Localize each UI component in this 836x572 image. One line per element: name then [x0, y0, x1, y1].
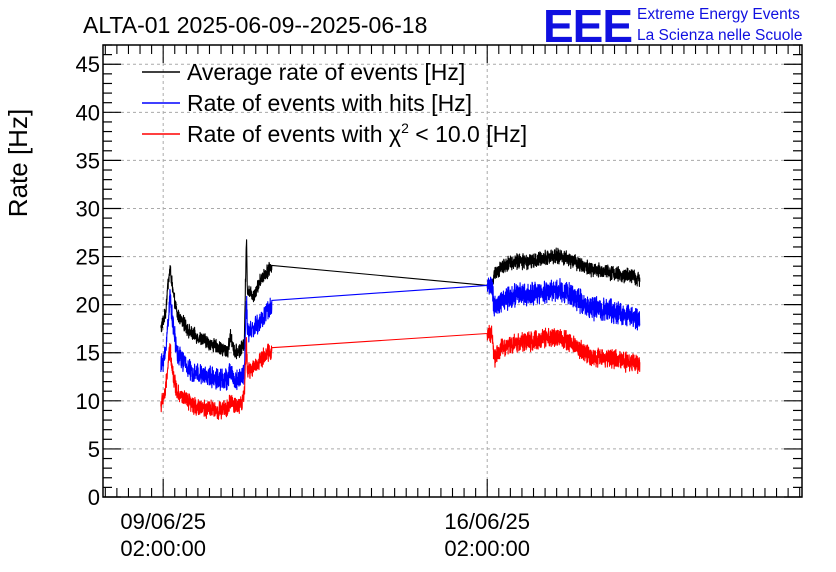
x-tick-label-time-1: 02:00:00 [444, 536, 530, 561]
y-tick-label-7: 35 [76, 148, 100, 173]
logo-line1: Extreme Energy Events [637, 6, 800, 23]
chart-title: ALTA-01 2025-06-09--2025-06-18 [83, 12, 427, 38]
y-axis-label: Rate [Hz] [3, 109, 33, 217]
y-tick-label-0: 0 [88, 485, 100, 510]
logo-eee-text: EEE [543, 0, 632, 52]
legend-label-chi2: Rate of events with χ2 < 10.0 [Hz] [187, 120, 527, 147]
y-tick-label-8: 40 [76, 100, 100, 125]
y-tick-label-9: 45 [76, 52, 100, 77]
legend: Average rate of events [Hz] Rate of even… [142, 59, 527, 147]
legend-label-hits: Rate of events with hits [Hz] [187, 90, 472, 116]
x-tick-label-date-1: 16/06/25 [444, 509, 530, 534]
y-tick-label-6: 30 [76, 196, 100, 221]
y-tick-label-2: 10 [76, 389, 100, 414]
series-line-1 [160, 276, 641, 391]
logo-line2: La Scienza nelle Scuole [637, 27, 802, 44]
legend-label-average: Average rate of events [Hz] [187, 59, 465, 85]
series-line-2 [160, 324, 641, 420]
x-tick-label-date-0: 09/06/25 [120, 509, 206, 534]
y-tick-label-1: 5 [88, 437, 100, 462]
series-line-0 [160, 239, 641, 360]
axes [102, 44, 803, 498]
x-tick-label-time-0: 02:00:00 [120, 536, 206, 561]
y-tick-label-5: 25 [76, 245, 100, 270]
eee-logo: EEE Extreme Energy Events La Scienza nel… [543, 0, 802, 52]
y-tick-label-4: 20 [76, 293, 100, 318]
series-layer [160, 239, 641, 420]
y-tick-labels: 0 5 10 15 20 25 30 35 40 45 [76, 52, 100, 510]
y-tick-label-3: 15 [76, 341, 100, 366]
